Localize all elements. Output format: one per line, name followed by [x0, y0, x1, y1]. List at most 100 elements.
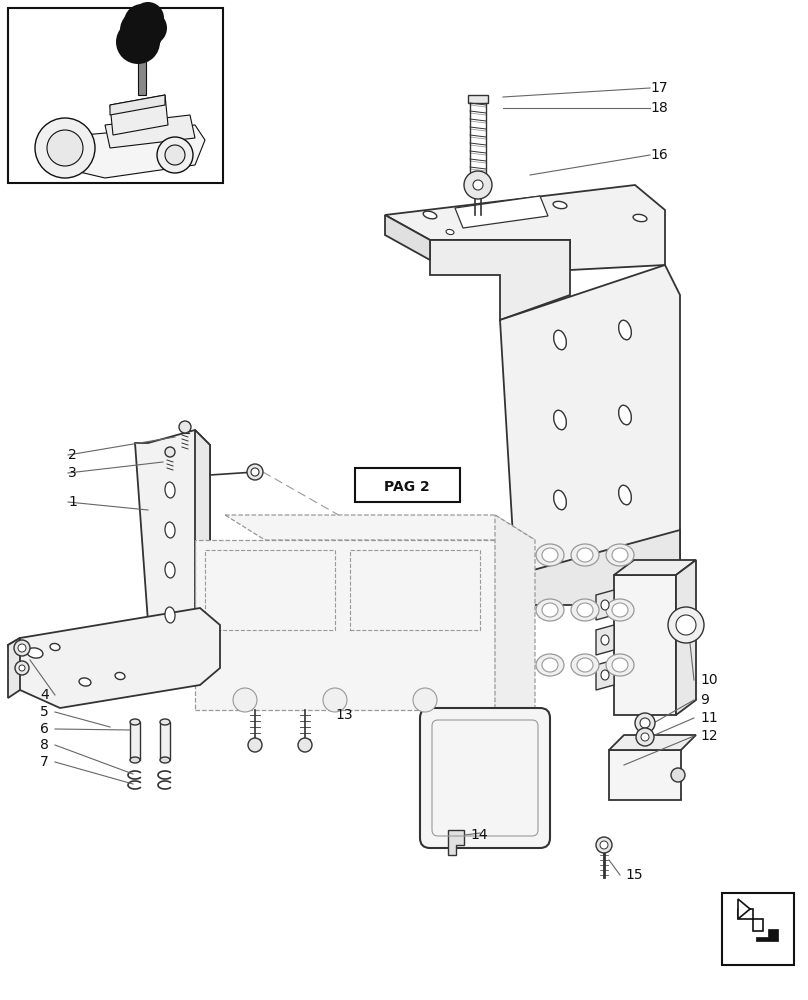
- Text: 16: 16: [650, 148, 667, 162]
- Bar: [637, 718, 653, 728]
- Polygon shape: [596, 625, 614, 655]
- FancyBboxPatch shape: [420, 708, 550, 848]
- Polygon shape: [596, 590, 614, 620]
- Circle shape: [247, 464, 263, 480]
- Ellipse shape: [612, 548, 628, 562]
- Polygon shape: [596, 660, 614, 690]
- Polygon shape: [500, 265, 680, 605]
- Text: 5: 5: [40, 705, 48, 719]
- Circle shape: [116, 20, 160, 64]
- Ellipse shape: [536, 599, 564, 621]
- Circle shape: [600, 841, 608, 849]
- Circle shape: [248, 738, 262, 752]
- Ellipse shape: [606, 599, 634, 621]
- Bar: [138, 55, 146, 95]
- Circle shape: [413, 688, 437, 712]
- Ellipse shape: [542, 658, 558, 672]
- Polygon shape: [110, 95, 165, 115]
- Text: 7: 7: [40, 755, 48, 769]
- Text: 9: 9: [700, 693, 709, 707]
- Ellipse shape: [571, 544, 599, 566]
- Circle shape: [464, 171, 492, 199]
- Circle shape: [120, 10, 160, 50]
- Circle shape: [671, 768, 685, 782]
- Text: 14: 14: [470, 828, 487, 842]
- Text: 12: 12: [700, 729, 718, 743]
- Ellipse shape: [536, 654, 564, 676]
- Polygon shape: [385, 185, 665, 270]
- Ellipse shape: [50, 643, 60, 651]
- Circle shape: [47, 130, 83, 166]
- Polygon shape: [195, 430, 210, 635]
- Bar: [722, 893, 794, 965]
- Polygon shape: [110, 95, 168, 135]
- Text: 17: 17: [650, 81, 667, 95]
- Circle shape: [133, 11, 167, 45]
- Circle shape: [676, 615, 696, 635]
- Polygon shape: [676, 560, 696, 715]
- Ellipse shape: [165, 482, 175, 498]
- Polygon shape: [756, 929, 778, 941]
- Bar: [609, 750, 681, 800]
- Text: 13: 13: [335, 708, 352, 722]
- Polygon shape: [609, 735, 696, 750]
- Polygon shape: [135, 430, 210, 638]
- Ellipse shape: [130, 757, 140, 763]
- Polygon shape: [614, 560, 696, 575]
- Circle shape: [668, 607, 704, 643]
- Ellipse shape: [571, 654, 599, 676]
- Polygon shape: [430, 240, 570, 320]
- Ellipse shape: [27, 648, 43, 658]
- Polygon shape: [8, 638, 20, 698]
- Bar: [355, 468, 460, 502]
- Circle shape: [165, 447, 175, 457]
- Ellipse shape: [130, 719, 140, 725]
- Circle shape: [165, 145, 185, 165]
- Text: 8: 8: [40, 738, 48, 752]
- Polygon shape: [495, 515, 535, 710]
- Ellipse shape: [446, 229, 454, 235]
- Bar: [205, 550, 335, 630]
- Circle shape: [19, 665, 25, 671]
- Circle shape: [15, 661, 29, 675]
- Ellipse shape: [601, 670, 609, 680]
- Ellipse shape: [165, 562, 175, 578]
- Bar: [468, 95, 488, 103]
- Ellipse shape: [571, 599, 599, 621]
- Ellipse shape: [619, 320, 631, 340]
- Circle shape: [473, 180, 483, 190]
- Ellipse shape: [577, 603, 593, 617]
- Ellipse shape: [542, 603, 558, 617]
- Ellipse shape: [553, 410, 566, 430]
- Ellipse shape: [165, 522, 175, 538]
- Ellipse shape: [423, 211, 437, 219]
- Polygon shape: [515, 530, 680, 605]
- Text: 3: 3: [68, 466, 77, 480]
- Ellipse shape: [553, 490, 566, 510]
- Circle shape: [233, 688, 257, 712]
- Bar: [130, 722, 140, 760]
- Text: PAG 2: PAG 2: [384, 480, 430, 494]
- Text: 11: 11: [700, 711, 718, 725]
- Text: 10: 10: [700, 673, 718, 687]
- Circle shape: [18, 644, 26, 652]
- Ellipse shape: [536, 544, 564, 566]
- Polygon shape: [8, 608, 220, 708]
- Polygon shape: [455, 196, 548, 228]
- Ellipse shape: [160, 757, 170, 763]
- Text: 18: 18: [650, 101, 667, 115]
- Circle shape: [635, 713, 655, 733]
- Ellipse shape: [553, 330, 566, 350]
- Ellipse shape: [79, 678, 91, 686]
- Circle shape: [596, 837, 612, 853]
- Circle shape: [298, 738, 312, 752]
- Circle shape: [636, 728, 654, 746]
- Bar: [8, 8, 223, 183]
- Circle shape: [132, 2, 164, 34]
- Ellipse shape: [606, 654, 634, 676]
- Polygon shape: [385, 215, 430, 260]
- Text: 6: 6: [40, 722, 48, 736]
- Circle shape: [124, 16, 162, 54]
- Ellipse shape: [619, 405, 631, 425]
- Polygon shape: [738, 909, 763, 931]
